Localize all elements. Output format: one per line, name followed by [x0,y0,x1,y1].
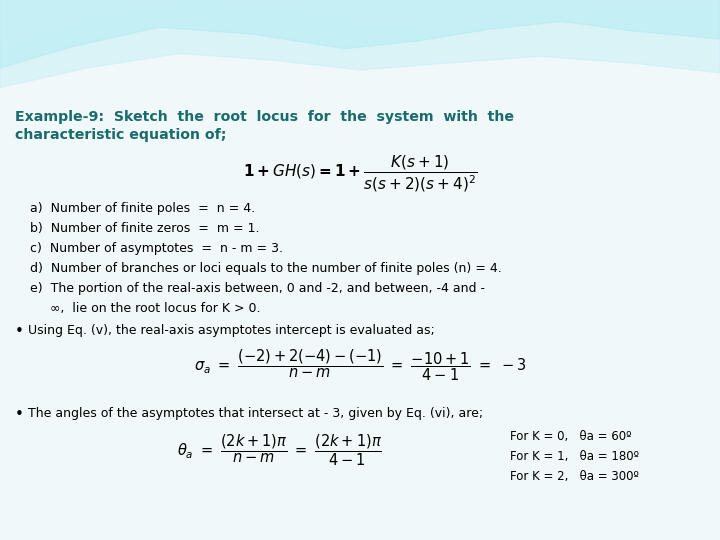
Text: d)  Number of branches or loci equals to the number of finite poles (n) = 4.: d) Number of branches or loci equals to … [30,262,502,275]
Polygon shape [0,0,720,68]
Text: For K = 1,   θa = 180º: For K = 1, θa = 180º [510,450,639,463]
Text: b)  Number of finite zeros  =  m = 1.: b) Number of finite zeros = m = 1. [30,222,259,235]
Text: For K = 0,   θa = 60º: For K = 0, θa = 60º [510,430,631,443]
Text: •: • [15,407,24,422]
Text: a)  Number of finite poles  =  n = 4.: a) Number of finite poles = n = 4. [30,202,255,215]
Text: characteristic equation of;: characteristic equation of; [15,128,227,142]
Text: $\mathbf{1 + }$$\mathit{GH(s)}$$\mathbf{ = 1 + }$$\dfrac{K(s + 1)}{s(s + 2)(s + : $\mathbf{1 + }$$\mathit{GH(s)}$$\mathbf{… [243,154,477,194]
Polygon shape [0,0,720,87]
Text: Using Eq. (v), the real-axis asymptotes intercept is evaluated as;: Using Eq. (v), the real-axis asymptotes … [28,324,435,337]
Text: ∞,  lie on the root locus for K > 0.: ∞, lie on the root locus for K > 0. [30,302,261,315]
Text: Example-9:  Sketch  the  root  locus  for  the  system  with  the: Example-9: Sketch the root locus for the… [15,110,514,124]
Text: e)  The portion of the real-axis between, 0 and -2, and between, -4 and -: e) The portion of the real-axis between,… [30,282,485,295]
Polygon shape [0,0,720,44]
Text: $\theta_a \ = \ \dfrac{(2k+1)\pi}{n - m} \ = \ \dfrac{(2k+1)\pi}{4 - 1}$: $\theta_a \ = \ \dfrac{(2k+1)\pi}{n - m}… [177,432,382,468]
Text: c)  Number of asymptotes  =  n - m = 3.: c) Number of asymptotes = n - m = 3. [30,242,283,255]
Text: $\sigma_a \ = \ \dfrac{(-2) + 2(-4) - (-1)}{n - m} \ = \ \dfrac{-10 + 1}{4 - 1} : $\sigma_a \ = \ \dfrac{(-2) + 2(-4) - (-… [194,348,526,383]
Text: For K = 2,   θa = 300º: For K = 2, θa = 300º [510,470,639,483]
Text: •: • [15,324,24,339]
Text: The angles of the asymptotes that intersect at - 3, given by Eq. (vi), are;: The angles of the asymptotes that inters… [28,407,483,420]
